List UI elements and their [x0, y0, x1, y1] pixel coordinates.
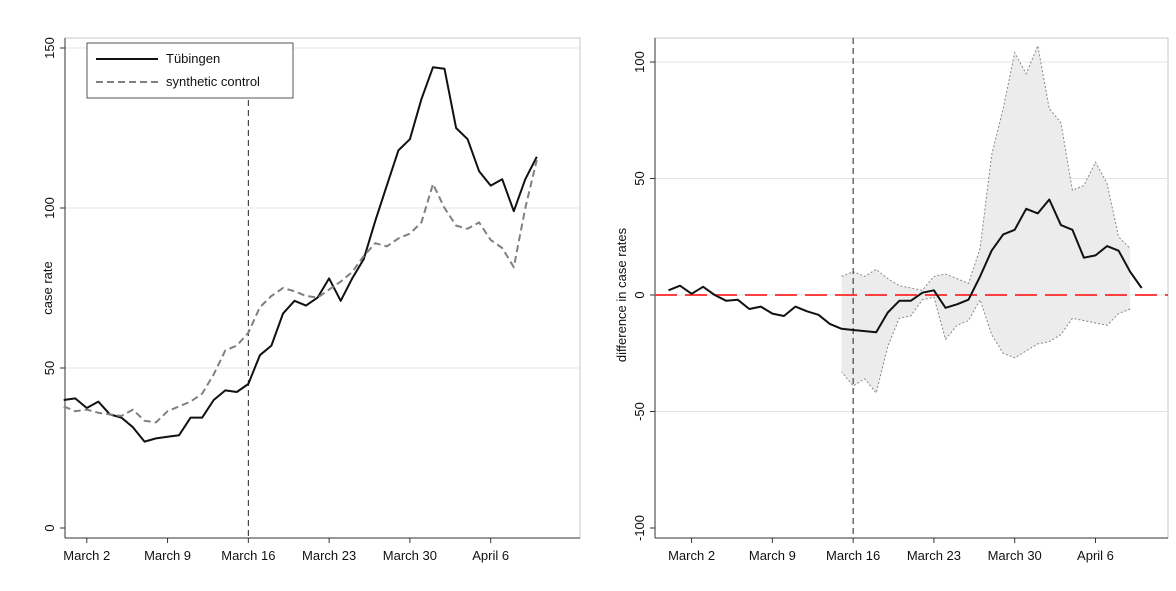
case-rate-chart: 0 50 100 150 March 2 March 9 March 16 March 23 M… [40, 37, 581, 563]
legend-label: Tübingen [166, 51, 220, 66]
band-lower-edge [841, 296, 1131, 394]
y-tick-label: -50 [632, 402, 647, 421]
y-tick-label: 50 [632, 171, 647, 185]
y-tick-label: 100 [42, 197, 57, 219]
x-tick-label: March 30 [988, 548, 1042, 563]
y-axis-title: case rate [40, 261, 55, 314]
x-tick-label: March 23 [302, 548, 356, 563]
difference-chart-panel: -100 -50 0 50 100 March 2 March 9 March 16 March… [588, 0, 1176, 591]
y-tick-label: 150 [42, 37, 57, 59]
x-tick-label: March 9 [749, 548, 796, 563]
x-tick-label: April 6 [472, 548, 509, 563]
case-rate-chart-panel: 0 50 100 150 March 2 March 9 March 16 March 23 M… [40, 37, 581, 563]
x-tick-label: March 30 [383, 548, 437, 563]
legend: Tübingen synthetic control [86, 42, 294, 99]
x-tick-label: March 9 [144, 548, 191, 563]
y-tick-label: 0 [632, 291, 647, 298]
y-tick-label: 0 [42, 524, 57, 531]
y-axis-title: difference in case rates [614, 227, 629, 362]
x-tick-label: April 6 [1077, 548, 1114, 563]
synthetic-control-line [63, 159, 538, 424]
band-upper-edge [841, 43, 1131, 291]
x-tick-label: March 16 [221, 548, 275, 563]
y-tick-label: 100 [632, 51, 647, 73]
x-tick-label: March 2 [63, 548, 110, 563]
x-tick-label: March 2 [668, 548, 715, 563]
confidence-band [841, 45, 1131, 393]
tubingen-line [63, 66, 538, 443]
x-tick-label: March 23 [907, 548, 961, 563]
difference-chart: -100 -50 0 50 100 March 2 March 9 March 16 March… [614, 37, 1169, 563]
legend-label: synthetic control [166, 74, 260, 89]
y-tick-label: -100 [632, 515, 647, 541]
legend-box [86, 42, 294, 99]
difference-line [668, 198, 1143, 334]
x-tick-label: March 16 [826, 548, 880, 563]
y-tick-label: 50 [42, 361, 57, 375]
